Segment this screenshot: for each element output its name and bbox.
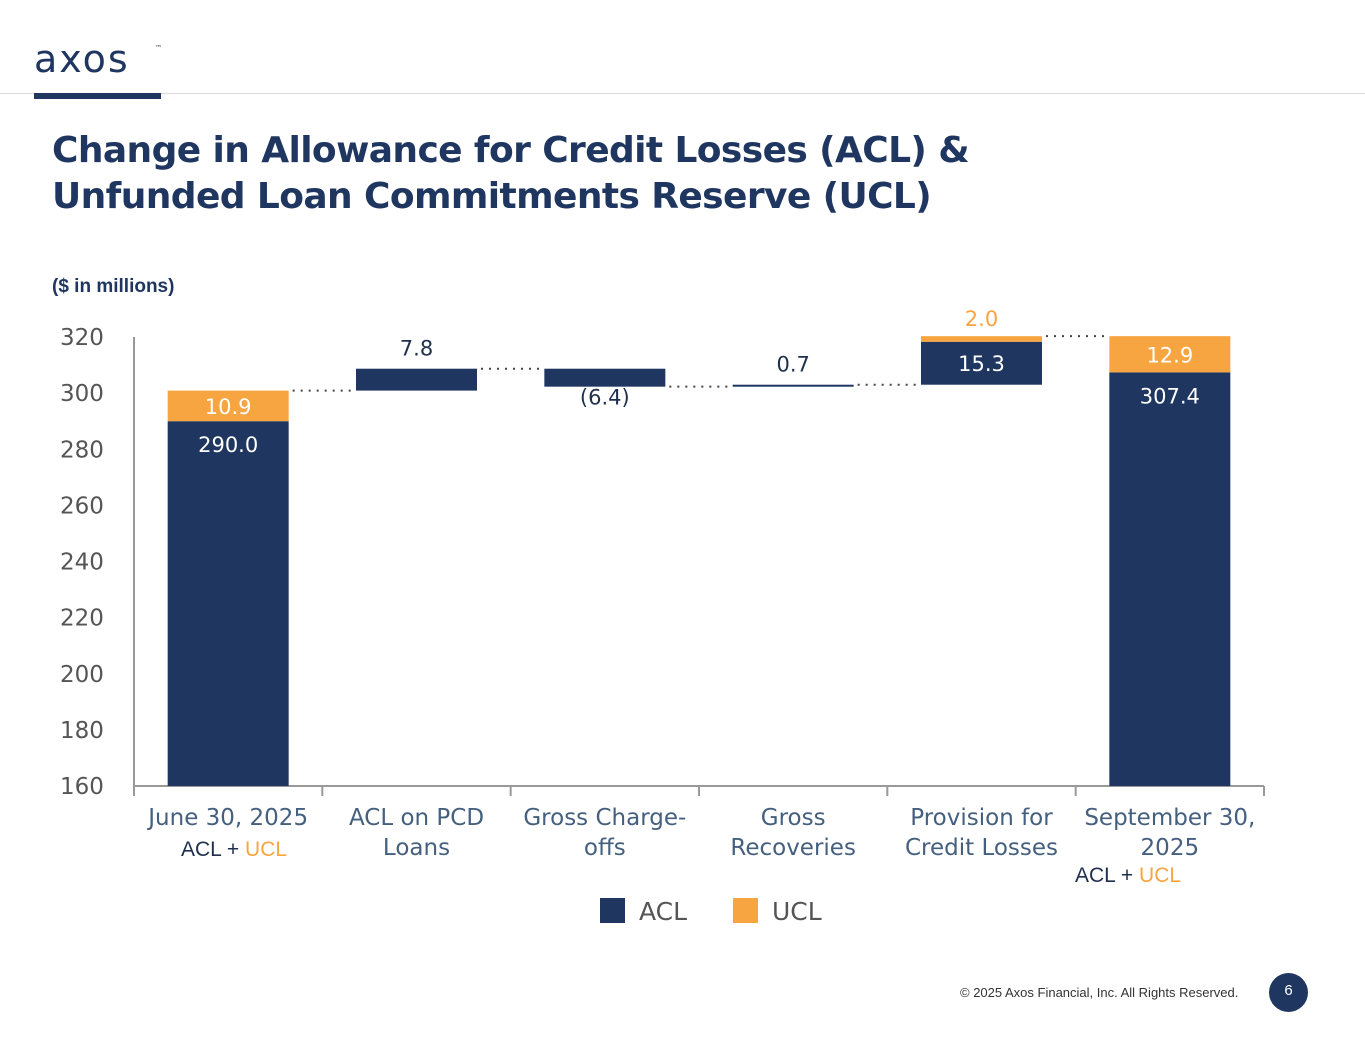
y-tick-label: 180	[60, 718, 104, 744]
sublabel-june: ACL + UCL	[181, 838, 287, 862]
ucl-bar	[167, 390, 289, 422]
sublabel-acl-text: ACL	[1075, 864, 1116, 887]
acl-bar	[732, 384, 854, 387]
x-category-label: Recoveries	[730, 835, 856, 861]
data-label: 7.8	[400, 337, 433, 361]
sublabel-acl-text: ACL	[181, 838, 222, 861]
sublabel-ucl-text: UCL	[245, 838, 288, 861]
x-category-label: September 30,	[1084, 805, 1255, 831]
data-label: 290.0	[198, 433, 258, 457]
units-note: ($ in millions)	[52, 276, 175, 297]
page-number-badge: 6	[1269, 973, 1308, 1012]
data-label: 10.9	[205, 395, 252, 419]
y-tick-label: 300	[60, 381, 104, 407]
x-category-label: Gross	[761, 805, 826, 831]
legend-label-acl: ACL	[639, 897, 687, 926]
acl-bar	[356, 368, 477, 391]
sublabel-ucl-text: UCL	[1139, 864, 1182, 887]
copyright-footer: © 2025 Axos Financial, Inc. All Rights R…	[960, 985, 1239, 1000]
data-label: (6.4)	[580, 386, 630, 410]
x-category-label: Provision for	[910, 805, 1053, 831]
y-tick-label: 280	[60, 437, 104, 463]
acl-bar	[544, 368, 666, 387]
sublabel-plus: +	[1120, 864, 1134, 887]
data-label: 307.4	[1140, 384, 1200, 408]
y-tick-label: 260	[60, 493, 104, 519]
logo-underline	[34, 93, 161, 99]
logo-trademark: ™	[155, 44, 162, 52]
header-rule	[0, 93, 1365, 94]
y-tick-label: 240	[60, 550, 104, 576]
y-tick-label: 200	[60, 662, 104, 688]
x-category-label: June 30, 2025	[146, 805, 308, 831]
ucl-bar	[1109, 336, 1231, 373]
page-title: Change in Allowance for Credit Losses (A…	[52, 130, 970, 217]
x-category-label: Loans	[383, 835, 450, 861]
data-label: 15.3	[958, 352, 1005, 376]
ucl-bar	[921, 336, 1042, 342]
y-tick-label: 220	[60, 606, 104, 632]
logo-text: axos	[34, 40, 130, 80]
data-label: 0.7	[776, 353, 809, 377]
waterfall-chart: 160 180 200 220 240 260 280 300 320 290.0 10.9 7.8 (…	[60, 307, 1265, 926]
data-label: 2.0	[965, 307, 998, 331]
x-category-label: Credit Losses	[905, 835, 1058, 861]
x-category-label: 2025	[1141, 835, 1200, 861]
sublabel-september: ACL + UCL	[1075, 864, 1181, 888]
y-tick-label: 160	[60, 774, 104, 800]
acl-bar	[921, 341, 1042, 385]
y-tick-label: 320	[60, 325, 104, 351]
sublabel-plus: +	[226, 838, 240, 861]
x-category-label: offs	[584, 835, 626, 861]
data-label: 12.9	[1146, 343, 1193, 367]
legend-swatch-ucl	[733, 898, 758, 923]
legend-label-ucl: UCL	[772, 897, 822, 926]
axos-logo: axos ™	[34, 40, 162, 80]
legend-swatch-acl	[600, 898, 625, 923]
acl-bar	[167, 421, 289, 786]
x-category-label: Gross Charge-	[523, 805, 686, 831]
x-category-label: ACL on PCD	[349, 805, 484, 831]
acl-bar	[1109, 372, 1231, 786]
